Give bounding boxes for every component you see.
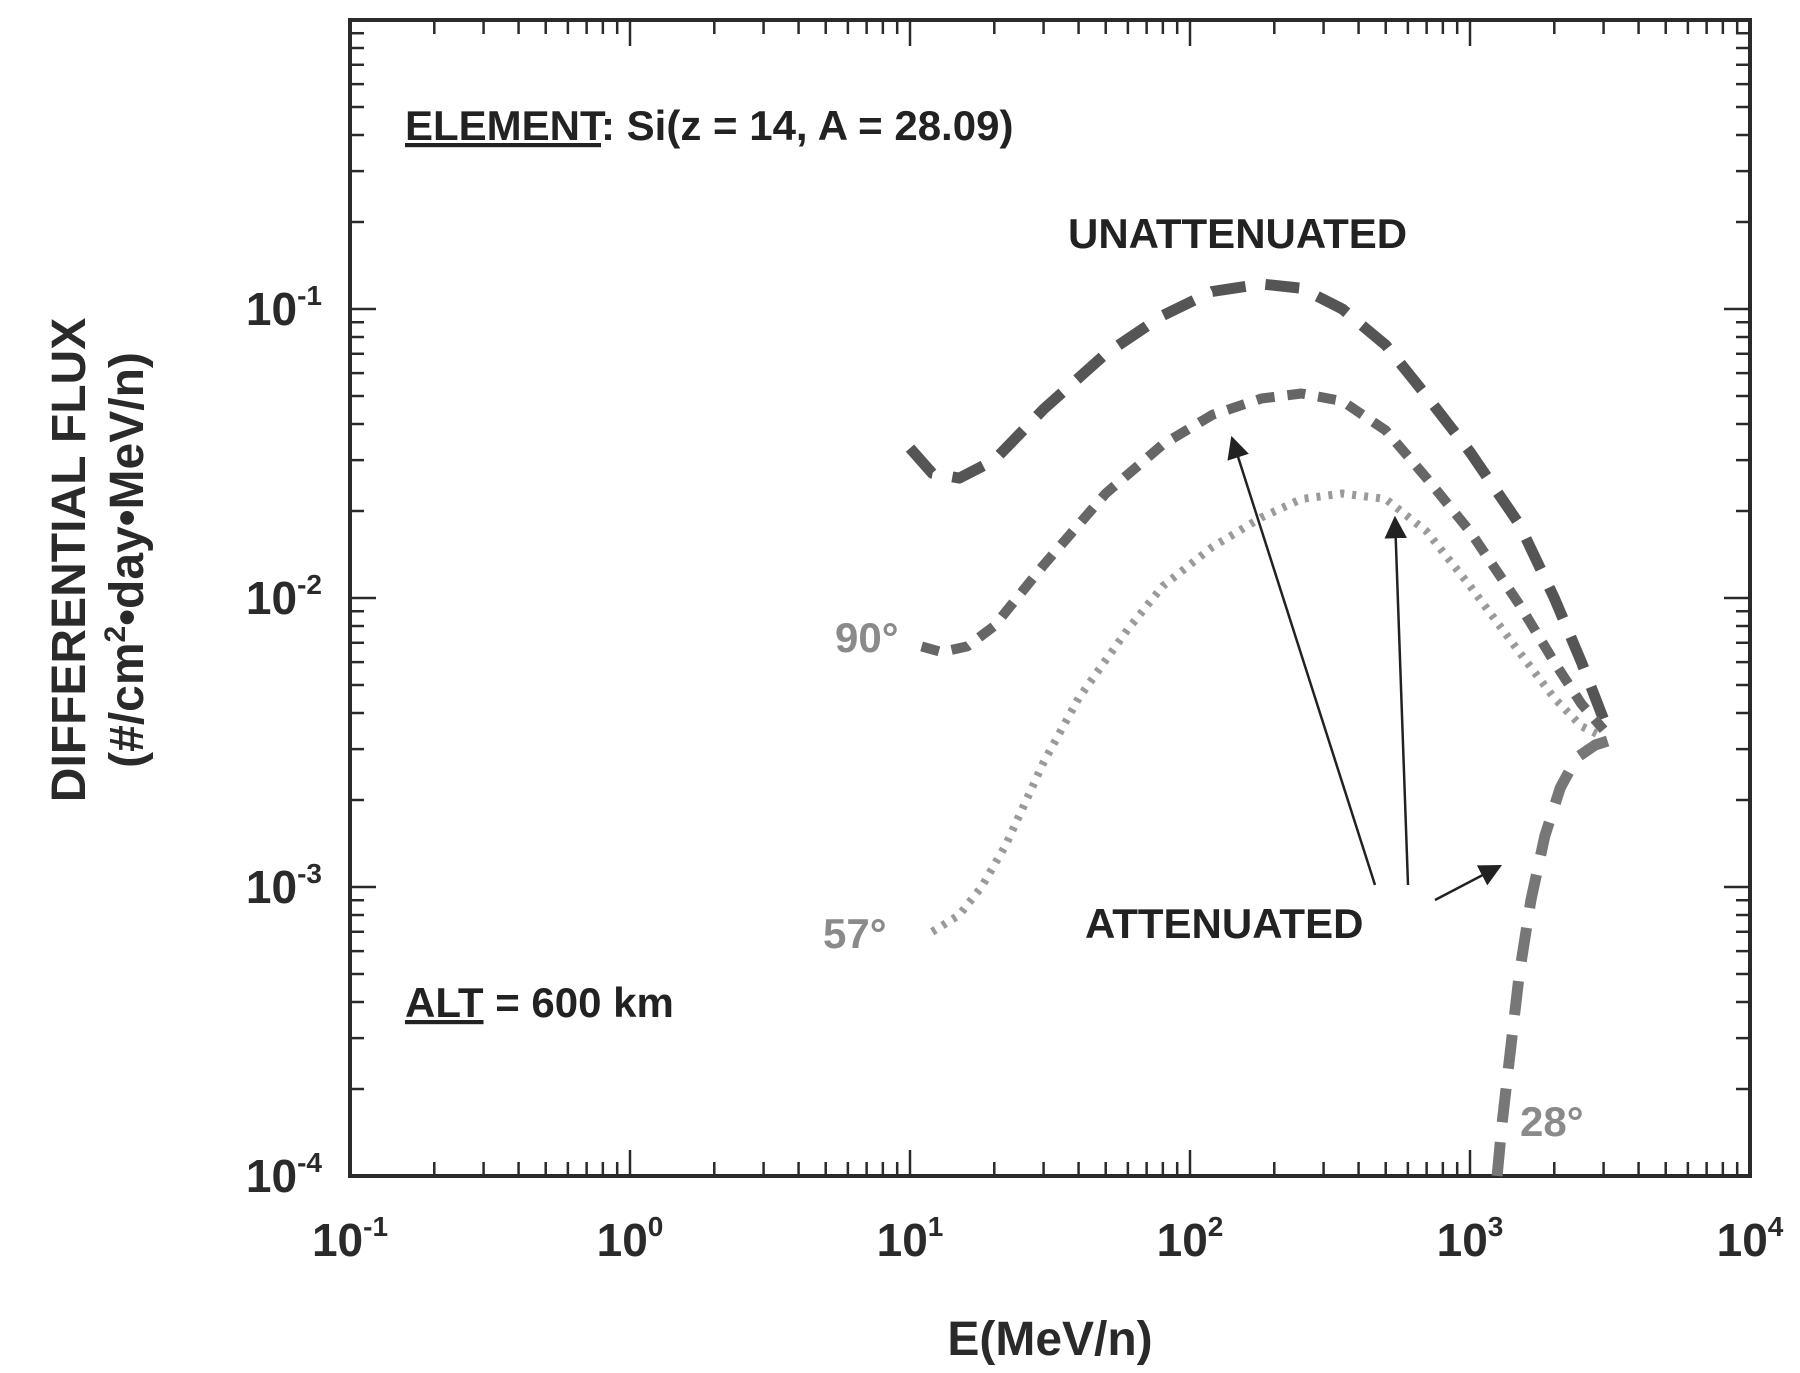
x-tick-label: 103 (1437, 1211, 1504, 1266)
y-axis-title-line2-pre: (#/cm (101, 642, 154, 767)
x-tick-labels: 10-1 100 101 102 103 104 (312, 1211, 1784, 1266)
element-label: ELEMENT (405, 102, 606, 149)
series-line-1 (920, 388, 1608, 734)
x-axis-title: E(MeV/n) (947, 1313, 1152, 1366)
series-line-3 (1491, 735, 1610, 1177)
minor-ticks (348, 20, 1750, 1178)
y-axis-title: DIFFERENTIAL FLUX (#/cm2•day•MeV/n) (43, 318, 154, 802)
x-tick-label: 10-1 (312, 1211, 388, 1266)
series-label-90: 90° (835, 614, 899, 661)
alt-label: ALT (405, 979, 484, 1026)
y-axis-title-line2-sup: 2 (99, 626, 132, 643)
y-axis-title-line1: DIFFERENTIAL FLUX (43, 318, 96, 802)
x-tick-label: 104 (1717, 1211, 1784, 1266)
y-tick-labels: 10-4 10-3 10-2 10-1 (246, 280, 322, 1202)
arrow-to-90 (1227, 435, 1377, 886)
arrow-to-57 (1384, 515, 1410, 886)
series-label-28: 28° (1520, 1098, 1584, 1145)
series-line-2 (930, 489, 1606, 936)
series-layer (905, 278, 1610, 1177)
arrow-to-28 (1434, 864, 1502, 902)
y-tick-label: 10-1 (246, 280, 322, 335)
series-line-0 (905, 278, 1609, 722)
series-label-57: 57° (823, 910, 887, 957)
y-tick-label: 10-4 (246, 1147, 322, 1202)
y-tick-label: 10-2 (246, 569, 322, 624)
element-annotation: ELEMENT: Si(z = 14, A = 28.09) (405, 102, 1013, 149)
alt-annotation: ALT = 600 km (405, 979, 674, 1026)
y-tick-label: 10-3 (246, 858, 322, 913)
x-tick-label: 100 (597, 1211, 664, 1266)
x-tick-label: 101 (877, 1211, 944, 1266)
alt-details: = 600 km (484, 979, 674, 1026)
y-axis-title-line2: (#/cm2•day•MeV/n) (99, 352, 154, 768)
element-details: : Si(z = 14, A = 28.09) (601, 102, 1013, 149)
y-axis-title-line2-post: •day•MeV/n) (101, 352, 154, 626)
attenuated-label: ATTENUATED (1085, 900, 1363, 947)
x-tick-label: 102 (1157, 1211, 1224, 1266)
unattenuated-label: UNATTENUATED (1068, 210, 1407, 257)
